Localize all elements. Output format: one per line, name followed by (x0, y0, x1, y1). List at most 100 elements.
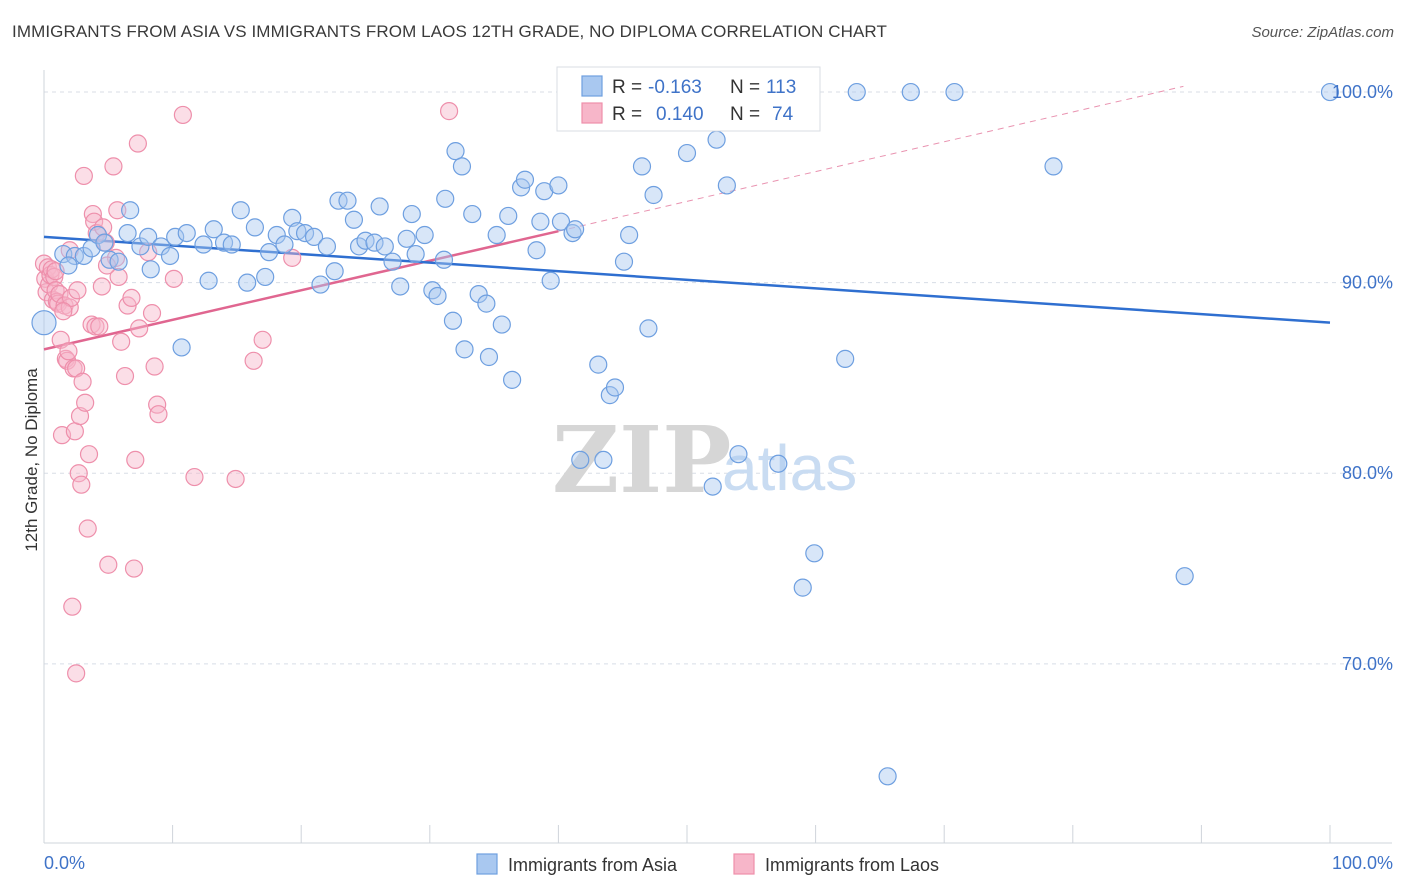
asia-point (283, 208, 302, 227)
asia-point (194, 235, 213, 254)
asia-point (95, 233, 114, 252)
asia-point (121, 201, 140, 220)
asia-point (31, 310, 57, 336)
laos-point (85, 212, 104, 231)
laos-point (185, 467, 204, 487)
laos-trend-line (43, 229, 559, 351)
y-tick-labels: 70.0% 80.0% 90.0% 100.0% (1332, 82, 1393, 674)
laos-point (108, 201, 127, 220)
asia-point (503, 370, 522, 389)
laos-point (126, 450, 145, 470)
asia-point (141, 260, 160, 279)
asia-point (311, 275, 330, 294)
stats-laos-swatch (581, 102, 603, 124)
laos-point (45, 267, 64, 287)
asia-point (434, 250, 454, 269)
asia-point (605, 378, 625, 397)
asia-point (594, 450, 613, 470)
watermark-zip: ZIP (552, 406, 731, 514)
asia-point (370, 197, 389, 216)
laos-trend-extension (558, 85, 1184, 232)
asia-point (325, 262, 344, 281)
laos-point (149, 405, 168, 424)
laos-point (59, 342, 78, 361)
laos-point (439, 102, 459, 121)
asia-point (541, 271, 560, 290)
asia-point (131, 237, 150, 256)
laos-point (145, 357, 164, 376)
laos-point (124, 559, 144, 578)
asia-point (199, 271, 218, 290)
asia-point (344, 210, 364, 229)
laos-points (34, 102, 459, 683)
x-tick-label: 100.0% (1332, 853, 1393, 873)
asia-point (805, 544, 824, 563)
laos-point (142, 304, 162, 323)
asia-point (222, 235, 241, 254)
stats-laos-n-value: 74 (772, 104, 794, 125)
laos-point (61, 288, 81, 308)
legend-laos-swatch (733, 853, 755, 875)
stats-laos-r-value: 0.140 (656, 104, 704, 125)
legend-asia-swatch (476, 853, 498, 875)
source-credit: Source: ZipAtlas.com (1251, 24, 1394, 41)
asia-point (1320, 82, 1340, 102)
laos-point (74, 166, 93, 186)
asia-point (356, 231, 375, 250)
asia-point (317, 237, 337, 256)
y-tick-label: 100.0% (1332, 82, 1393, 102)
trend-lines (43, 85, 1331, 351)
asia-point (166, 227, 185, 247)
laos-point (115, 366, 135, 386)
asia-point (402, 204, 421, 224)
asia-point (59, 256, 78, 275)
laos-point (86, 317, 105, 336)
x-tick-labels: 0.0% 100.0% (44, 853, 1393, 873)
asia-trend-line (43, 235, 1331, 324)
asia-point (204, 220, 223, 239)
asia-point (515, 170, 535, 189)
asia-point (304, 227, 324, 247)
stats-asia-r-label: R = (612, 77, 642, 98)
laos-point (173, 105, 192, 125)
laos-point (90, 317, 109, 336)
asia-point (477, 294, 496, 313)
y-axis-label: 12th Grade, No Diploma (22, 368, 41, 552)
laos-point (109, 267, 128, 287)
stats-laos-n-label: N = (730, 104, 760, 125)
asia-point (383, 252, 402, 271)
laos-point (226, 469, 245, 489)
asia-point (614, 252, 634, 271)
asia-point (160, 246, 180, 266)
asia-point (406, 244, 425, 264)
asia-point (231, 201, 250, 220)
asia-point (259, 243, 279, 262)
laos-point (99, 555, 118, 574)
asia-point (256, 267, 275, 287)
asia-point (267, 225, 286, 245)
asia-point (1175, 567, 1194, 586)
chart-title: IMMIGRANTS FROM ASIA VS IMMIGRANTS FROM … (12, 22, 887, 41)
legend-laos-label: Immigrants from Laos (765, 855, 939, 875)
asia-point (172, 338, 191, 357)
asia-point (729, 445, 748, 464)
asia-point (632, 157, 652, 176)
asia-point (428, 286, 447, 306)
laos-point (92, 277, 111, 296)
legend: Immigrants from Asia Immigrants from Lao… (476, 853, 939, 875)
asia-point (375, 237, 394, 256)
laos-point (76, 393, 95, 412)
laos-point (54, 302, 73, 321)
asia-point (571, 450, 590, 470)
laos-point (65, 422, 84, 441)
laos-point (244, 351, 263, 370)
laos-point (104, 157, 123, 176)
asia-point (531, 212, 550, 231)
asia-point (677, 143, 697, 163)
asia-point (54, 244, 73, 264)
asia-point (436, 189, 455, 208)
y-tick-label: 70.0% (1342, 654, 1393, 674)
asia-point (238, 273, 257, 292)
asia-point (391, 277, 410, 296)
asia-point (1044, 157, 1063, 176)
